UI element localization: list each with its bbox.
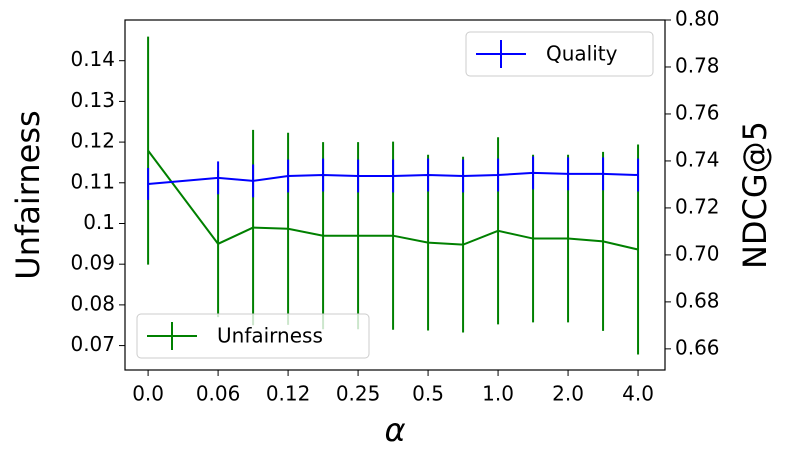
- x-tick-label: 1.0: [482, 382, 514, 406]
- y-tick-label: 0.12: [70, 129, 115, 153]
- y2-tick-label: 0.80: [675, 7, 720, 31]
- x-tick-label: 0.12: [266, 382, 311, 406]
- y2-tick-label: 0.76: [675, 100, 720, 124]
- y-tick-label: 0.11: [70, 169, 115, 193]
- x-tick-label: 0.5: [412, 382, 444, 406]
- x-tick-label: 4.0: [622, 382, 654, 406]
- y-tick-label: 0.13: [70, 88, 115, 112]
- y-axis-label: Unfairness: [9, 110, 47, 279]
- x-tick-label: 2.0: [552, 382, 584, 406]
- legend-box: [136, 313, 370, 359]
- plot-frame: [124, 19, 666, 371]
- x-tick-label: 0.0: [132, 382, 164, 406]
- y-tick-label: 0.14: [70, 47, 115, 71]
- y2-tick-label: 0.72: [675, 194, 720, 218]
- y2-tick-label: 0.70: [675, 241, 720, 265]
- y-tick-label: 0.08: [70, 291, 115, 315]
- y2-tick-label: 0.68: [675, 288, 720, 312]
- y-tick-label: 0.09: [70, 251, 115, 275]
- x-axis-label: α: [384, 411, 405, 449]
- legend-label: Quality: [546, 42, 618, 66]
- y2-tick-label: 0.78: [675, 53, 720, 77]
- y2-axis-label: NDCG@5: [736, 121, 774, 269]
- legend-label: Unfairness: [217, 324, 323, 348]
- series-line: [147, 150, 639, 251]
- y2-tick-label: 0.74: [675, 147, 720, 171]
- x-tick-label: 0.25: [336, 382, 381, 406]
- x-tick-label: 0.06: [196, 382, 241, 406]
- legend-box: [465, 31, 654, 77]
- series-line: [148, 171, 639, 185]
- y-tick-label: 0.07: [70, 332, 115, 356]
- y2-tick-label: 0.66: [675, 335, 720, 359]
- y-tick-label: 0.1: [83, 210, 115, 234]
